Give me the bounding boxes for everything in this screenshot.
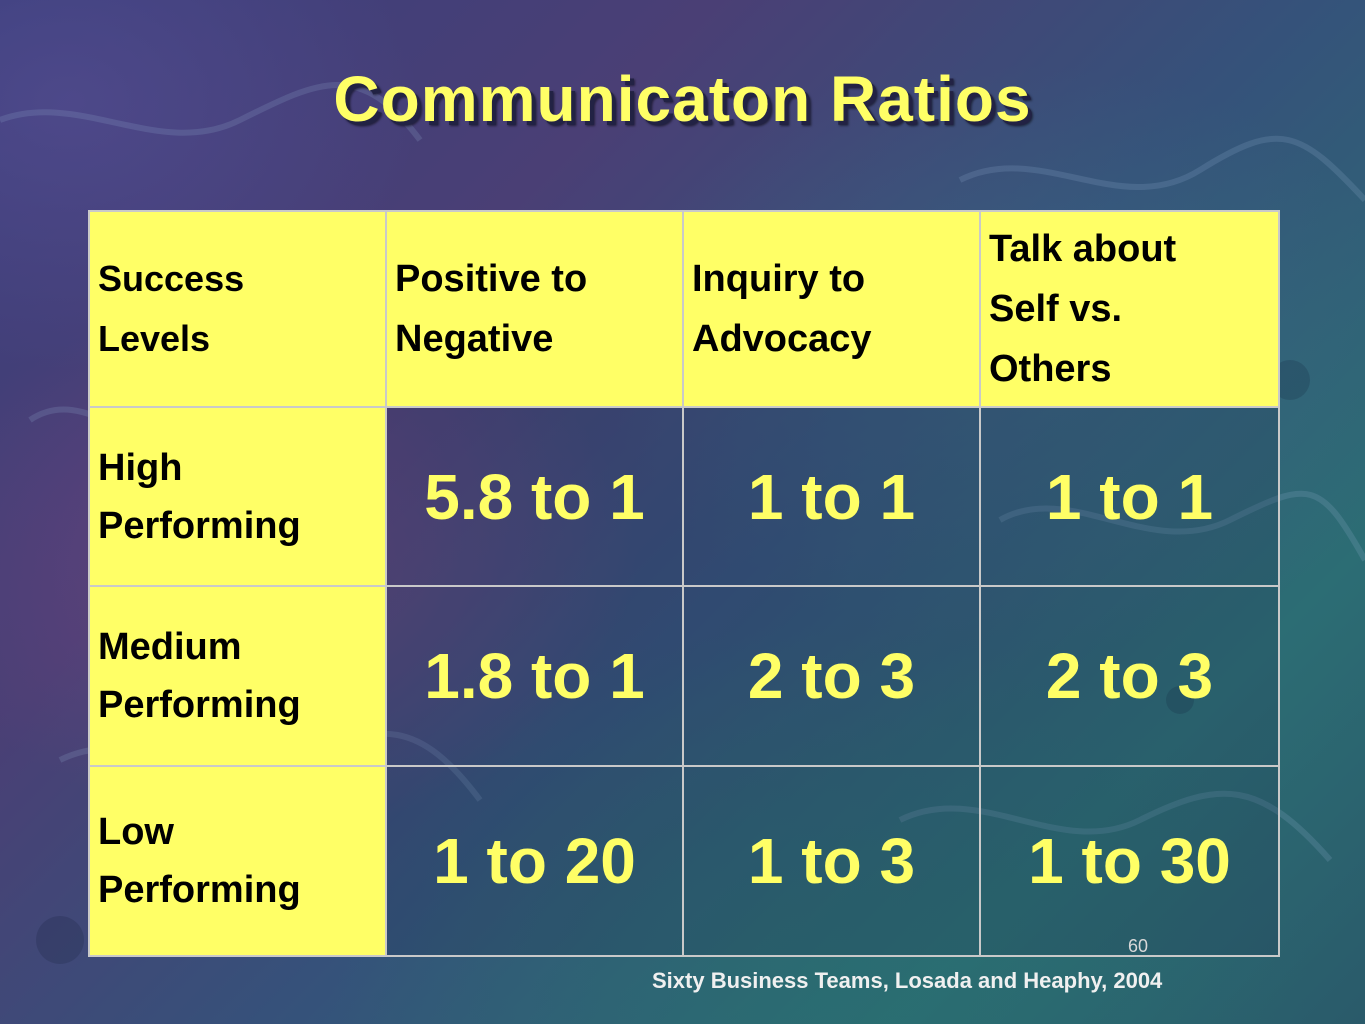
header-line: Negative <box>395 318 554 360</box>
row-label-line: Performing <box>98 869 301 911</box>
value-cell: 1 to 1 <box>979 406 1280 587</box>
header-line: Positive to <box>395 258 588 300</box>
slide-title: Communicaton Ratios <box>333 63 1032 135</box>
header-line: Others <box>989 348 1112 390</box>
header-line: Levels <box>98 318 211 359</box>
header-success-levels: Success Levels <box>88 210 387 408</box>
table-row: Medium Performing 1.8 to 1 2 to 3 2 to 3 <box>88 585 1280 767</box>
row-label-line: Low <box>98 811 174 853</box>
ratios-table: Success Levels Positive to Negative Inqu… <box>88 210 1280 957</box>
header-line: Inquiry to <box>692 258 866 300</box>
row-label-line: Performing <box>98 684 301 726</box>
header-inquiry-to-advocacy: Inquiry to Advocacy <box>682 210 981 408</box>
row-label-low: Low Performing <box>88 765 387 957</box>
value-cell: 1 to 20 <box>385 765 684 957</box>
header-positive-to-negative: Positive to Negative <box>385 210 684 408</box>
value-cell: 1 to 3 <box>682 765 981 957</box>
row-label-line: High <box>98 446 183 489</box>
source-citation: Sixty Business Teams, Losada and Heaphy,… <box>652 968 1163 993</box>
header-line: Self vs. <box>989 288 1123 330</box>
value-cell: 5.8 to 1 <box>385 406 684 587</box>
row-label-line: Performing <box>98 504 301 547</box>
value-cell: 2 to 3 <box>979 585 1280 767</box>
row-label-line: Medium <box>98 626 242 668</box>
header-talk-about-self: Talk about Self vs. Others <box>979 210 1280 408</box>
table-row: Low Performing 1 to 20 1 to 3 1 to 30 <box>88 765 1280 957</box>
value-cell: 1 to 30 <box>979 765 1280 957</box>
value-cell: 1 to 1 <box>682 406 981 587</box>
header-line: Success <box>98 258 245 299</box>
table-header-row: Success Levels Positive to Negative Inqu… <box>88 210 1280 408</box>
header-line: Advocacy <box>692 318 872 360</box>
table-row: High Performing 5.8 to 1 1 to 1 1 to 1 <box>88 406 1280 587</box>
value-cell: 1.8 to 1 <box>385 585 684 767</box>
header-line: Talk about <box>989 228 1177 270</box>
row-label-medium: Medium Performing <box>88 585 387 767</box>
slide-number: 60 <box>1127 936 1149 956</box>
value-cell: 2 to 3 <box>682 585 981 767</box>
row-label-high: High Performing <box>88 406 387 587</box>
